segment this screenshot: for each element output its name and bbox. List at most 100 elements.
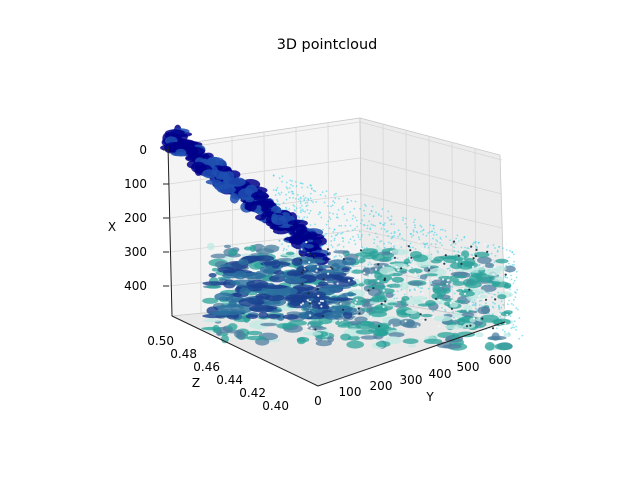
point [475, 307, 477, 310]
point [429, 282, 432, 284]
point [391, 276, 404, 283]
point [421, 287, 423, 289]
point [349, 238, 352, 241]
point [380, 227, 383, 230]
point [280, 191, 283, 194]
point [467, 247, 470, 250]
point [417, 236, 420, 239]
point [281, 180, 283, 183]
point [292, 185, 294, 187]
point [432, 284, 442, 294]
point [239, 287, 250, 296]
point [346, 340, 365, 349]
point [465, 325, 469, 328]
point [333, 201, 336, 204]
point [271, 213, 278, 223]
point [382, 289, 385, 292]
point [304, 197, 307, 199]
point [246, 279, 269, 289]
point [390, 263, 408, 269]
y-axis-label: Y [425, 390, 434, 404]
point [483, 297, 486, 300]
point [314, 190, 317, 193]
point [380, 240, 383, 243]
point [338, 319, 342, 322]
point [453, 316, 455, 319]
point [300, 197, 302, 200]
point [306, 216, 309, 219]
point [494, 254, 497, 257]
point [407, 245, 410, 248]
point [371, 205, 374, 208]
point [500, 306, 503, 309]
point [285, 193, 287, 196]
point [390, 232, 393, 235]
point [434, 246, 437, 249]
point [383, 242, 385, 245]
point [346, 201, 349, 204]
point [444, 254, 447, 257]
point [360, 236, 363, 238]
point [296, 215, 299, 217]
point [413, 288, 416, 290]
point [191, 161, 207, 173]
point [340, 232, 342, 235]
point [368, 233, 371, 236]
y-tick-label: 500 [457, 360, 480, 374]
point [222, 272, 242, 279]
point [363, 271, 366, 275]
point [380, 302, 383, 305]
point [430, 243, 433, 246]
x-tick-label: 400 [124, 279, 147, 293]
point [285, 208, 288, 211]
point [407, 256, 410, 259]
point [379, 240, 381, 243]
point [289, 179, 292, 182]
point [261, 284, 288, 289]
point [340, 256, 343, 258]
point [409, 246, 412, 249]
point [495, 327, 498, 330]
point [510, 327, 513, 330]
point [510, 278, 513, 281]
point [471, 304, 474, 307]
point [478, 263, 481, 266]
point [427, 287, 430, 290]
point [480, 299, 483, 302]
point [396, 290, 399, 293]
point [327, 259, 348, 268]
point [403, 239, 406, 242]
point [449, 301, 452, 305]
point [330, 240, 333, 242]
point [439, 228, 442, 231]
point [375, 211, 377, 214]
point [341, 267, 350, 273]
point [344, 224, 347, 227]
point [395, 258, 399, 262]
point [363, 209, 365, 212]
point [383, 228, 386, 231]
point [456, 234, 459, 237]
x-tick-labels: 0 100 200 300 400 [124, 143, 169, 293]
point [427, 232, 430, 234]
point [313, 254, 316, 257]
point [504, 275, 506, 278]
point [321, 299, 324, 303]
point [502, 304, 505, 306]
point [386, 230, 389, 232]
point [426, 279, 429, 283]
point [272, 174, 275, 177]
point [400, 298, 407, 307]
point [504, 273, 507, 276]
point [354, 243, 357, 246]
point [415, 287, 419, 291]
point [246, 335, 267, 341]
point [389, 250, 393, 253]
point [273, 287, 298, 296]
x-tick-label: 0 [139, 143, 147, 157]
point [421, 248, 424, 251]
point [422, 319, 425, 323]
point [350, 200, 353, 202]
point [388, 219, 391, 222]
point [452, 288, 456, 291]
